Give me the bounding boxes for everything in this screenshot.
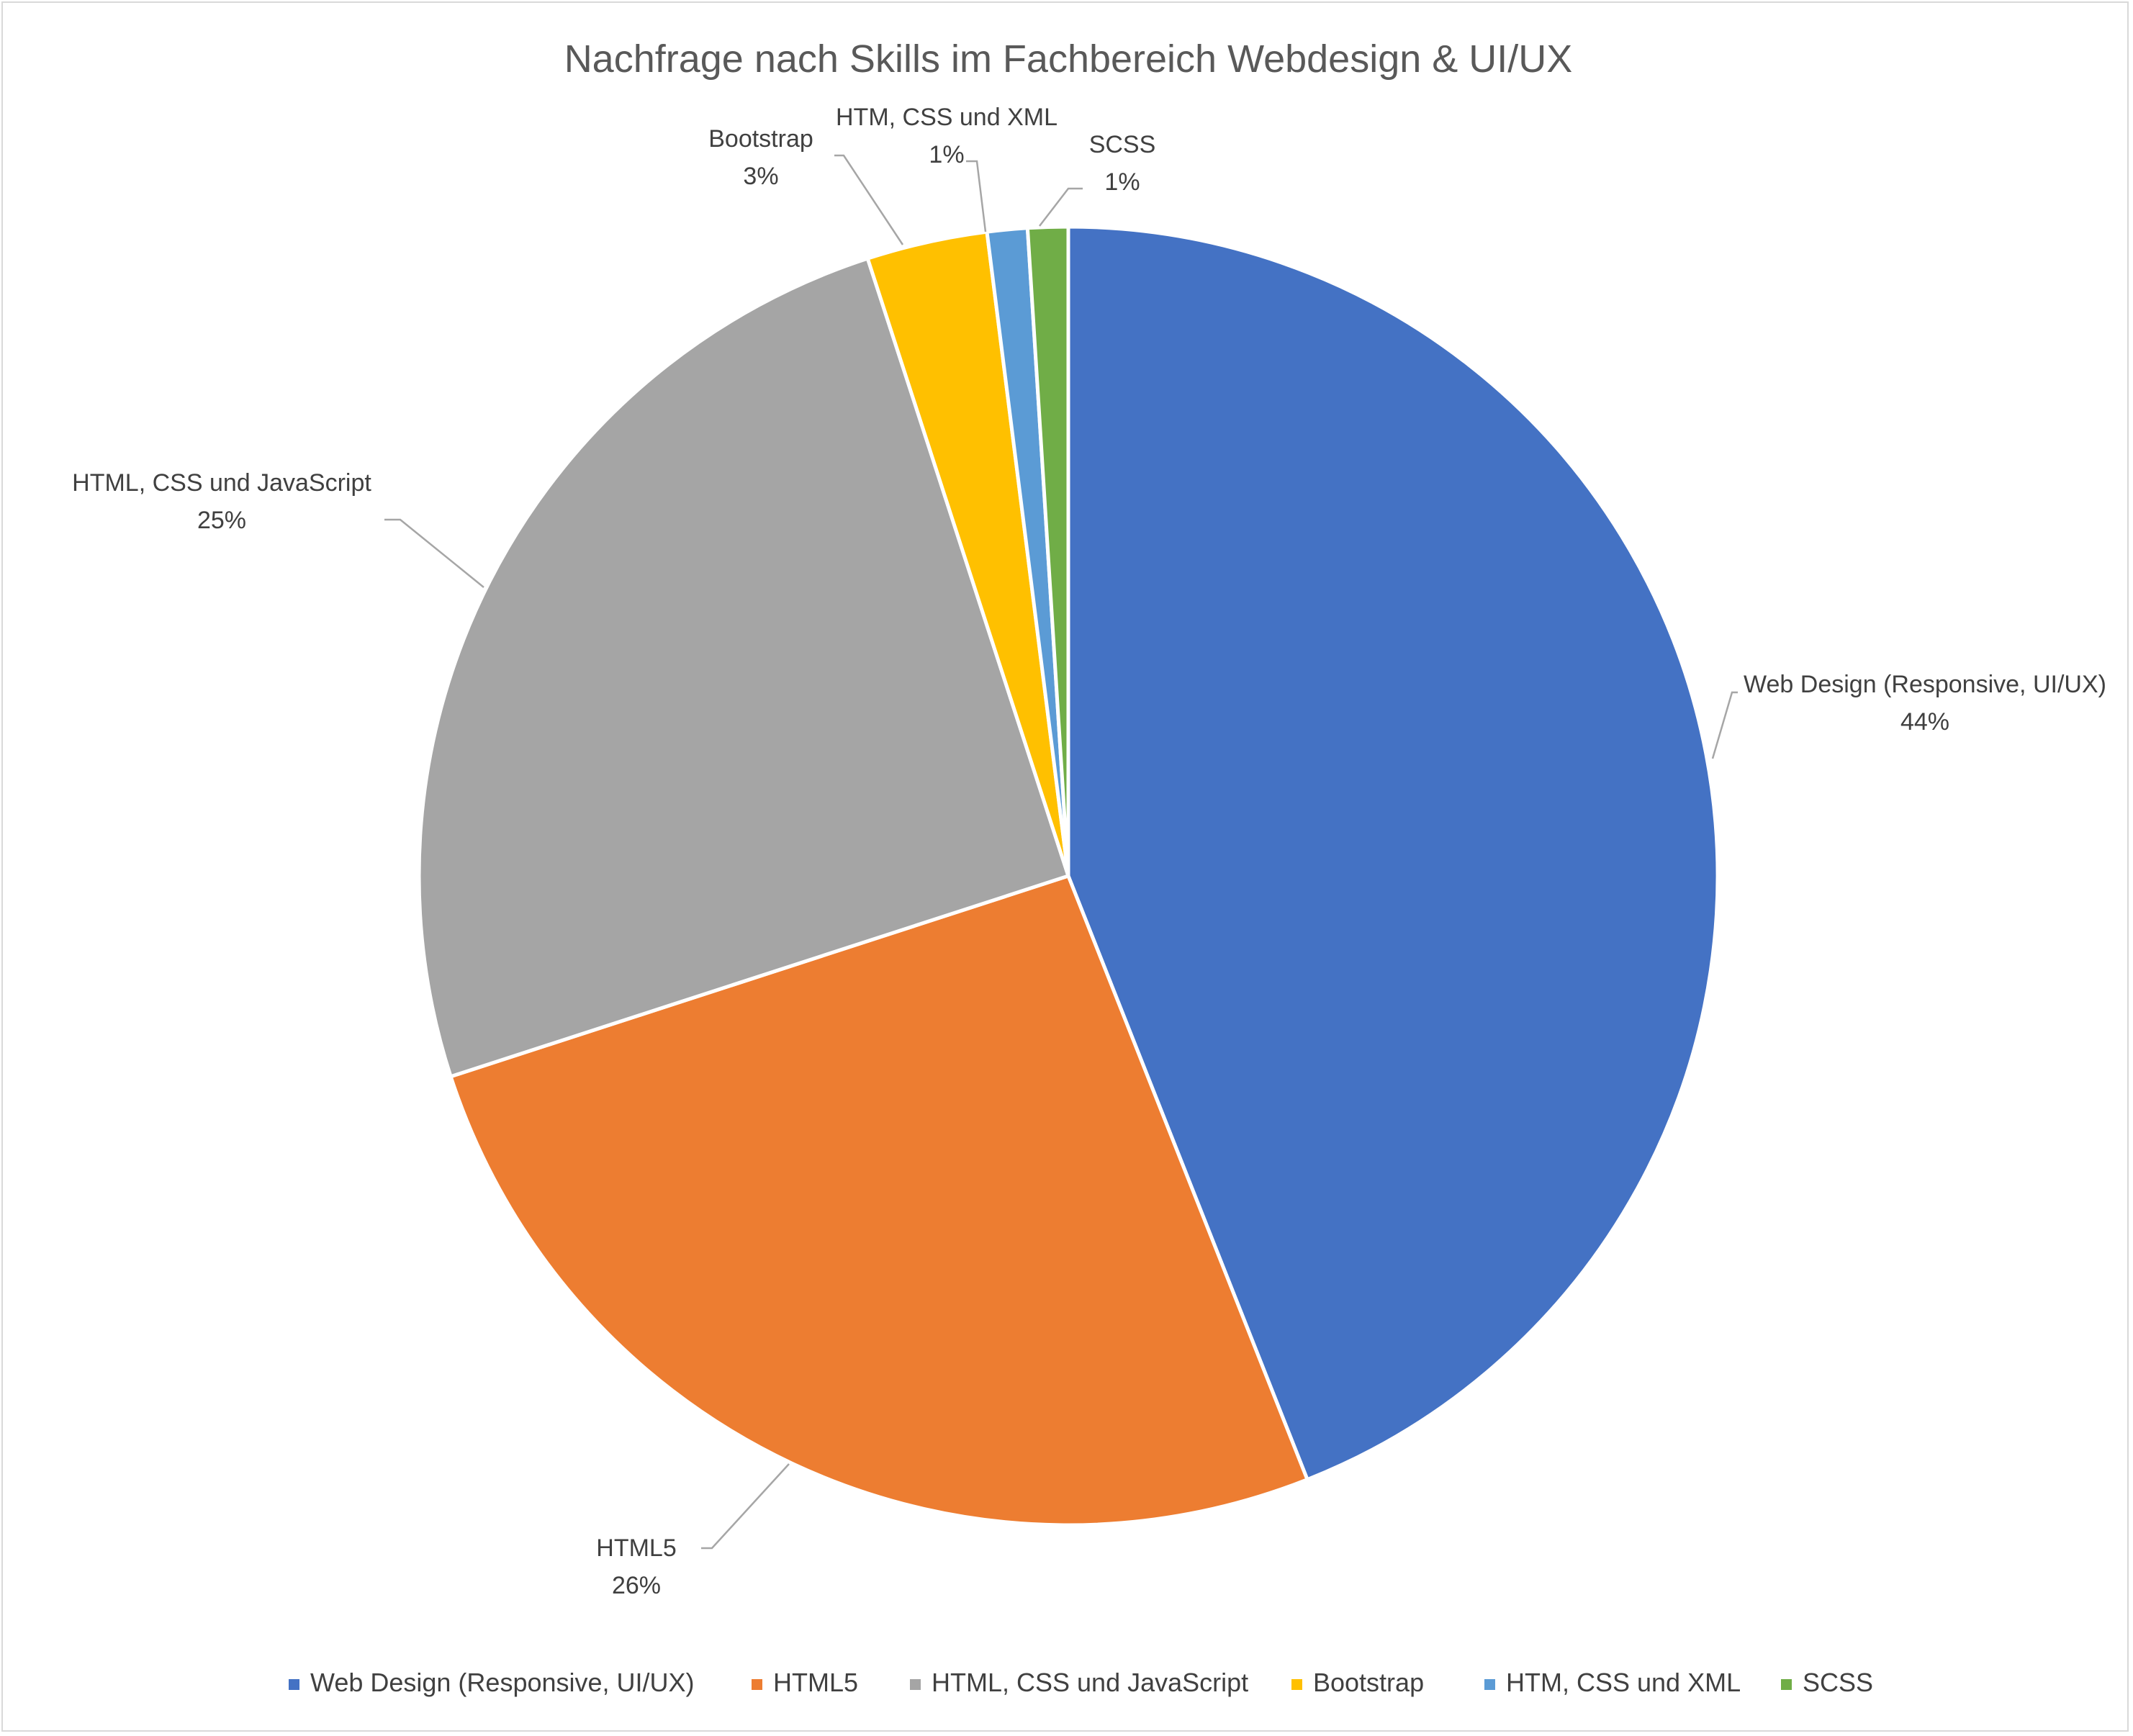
legend-label-web-design-responsive-ui-ux: Web Design (Responsive, UI/UX) (310, 1668, 695, 1697)
pie-chart: Nachfrage nach Skills im Fachbereich Web… (72, 37, 2106, 1697)
data-label-value-html5: 26% (612, 1572, 661, 1599)
legend-label-scss: SCSS (1803, 1668, 1873, 1697)
pie-slice-html-css-und-javascript (417, 256, 1071, 1079)
data-label-name-bootstrap: Bootstrap (708, 125, 813, 153)
pie-slice-html5 (448, 873, 1310, 1527)
data-label-value-scss: 1% (1104, 168, 1140, 196)
legend-item-bootstrap: Bootstrap (1291, 1668, 1424, 1697)
legend-swatch-scss (1781, 1679, 1792, 1690)
data-label-name-html-css-und-javascript: HTML, CSS und JavaScript (72, 469, 371, 497)
data-label-value-bootstrap: 3% (743, 163, 778, 190)
legend-label-html-css-und-javascript: HTML, CSS und JavaScript (932, 1668, 1248, 1697)
pie-slice-web-design-responsive-ui-ux (1066, 225, 1720, 1482)
data-label-value-html-css-und-javascript: 25% (197, 507, 246, 534)
legend-item-scss: SCSS (1781, 1668, 1873, 1697)
pie-slice-scss (1025, 225, 1070, 877)
legend-swatch-htm-css-und-xml (1484, 1679, 1495, 1690)
legend-label-htm-css-und-xml: HTM, CSS und XML (1506, 1668, 1741, 1697)
legend-swatch-html5 (752, 1679, 762, 1690)
legend-swatch-bootstrap (1291, 1679, 1302, 1690)
leader-line-html-css-und-javascript (384, 518, 484, 588)
leader-line-web-design-responsive-ui-ux (1711, 691, 1738, 759)
data-label-name-scss: SCSS (1089, 131, 1156, 158)
legend-label-bootstrap: Bootstrap (1313, 1668, 1424, 1697)
legend-swatch-web-design-responsive-ui-ux (289, 1679, 299, 1690)
chart-title: Nachfrage nach Skills im Fachbereich Web… (564, 37, 1573, 81)
data-labels: Web Design (Responsive, UI/UX) 44% HTML5 26… (72, 104, 2106, 1599)
data-label-value-web-design-responsive-ui-ux: 44% (1900, 708, 1949, 736)
data-label-value-htm-css-und-xml: 1% (929, 141, 964, 168)
leader-lines (384, 154, 1738, 1550)
leader-line-bootstrap (834, 154, 904, 245)
legend-item-web-design-responsive-ui-ux: Web Design (Responsive, UI/UX) (289, 1668, 695, 1697)
leader-line-scss (1039, 187, 1083, 227)
leader-line-html5 (701, 1463, 790, 1550)
pie-slices (417, 225, 1720, 1527)
data-label-name-web-design-responsive-ui-ux: Web Design (Responsive, UI/UX) (1744, 671, 2106, 698)
legend-item-html5: HTML5 (752, 1668, 858, 1697)
legend-item-htm-css-und-xml: HTM, CSS und XML (1484, 1668, 1741, 1697)
leader-line-htm-css-und-xml (966, 160, 987, 232)
legend: Web Design (Responsive, UI/UX) HTML5 HTML,… (289, 1668, 1873, 1697)
data-label-name-htm-css-und-xml: HTM, CSS und XML (836, 104, 1058, 131)
data-label-name-html5: HTML5 (596, 1534, 676, 1562)
legend-swatch-html-css-und-javascript (910, 1679, 921, 1690)
legend-label-html5: HTML5 (773, 1668, 858, 1697)
legend-item-html-css-und-javascript: HTML, CSS und JavaScript (910, 1668, 1248, 1697)
